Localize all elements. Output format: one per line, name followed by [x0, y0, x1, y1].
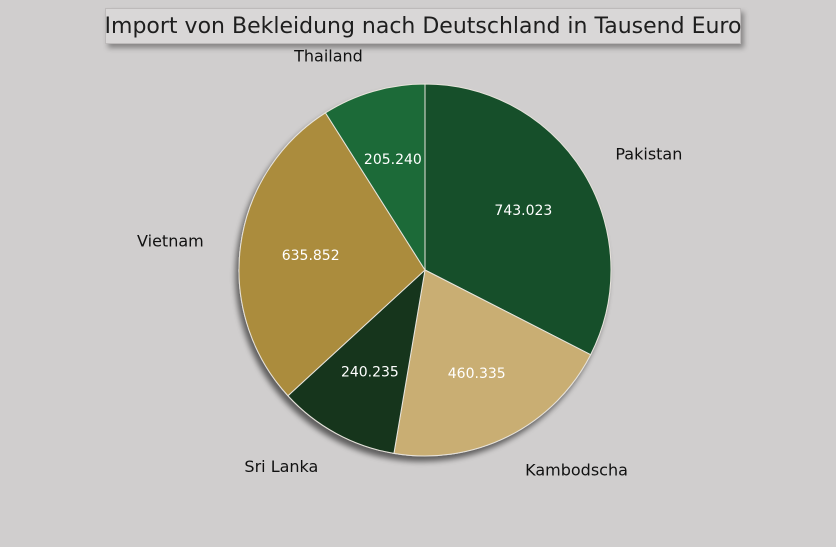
data-label-thailand: 205.240: [364, 152, 422, 168]
category-label-pakistan: Pakistan: [615, 145, 682, 164]
pie-slice-sri-lanka: [287, 268, 426, 454]
pie-slice-pakistan: [424, 83, 612, 356]
pie-slice-kambodscha: [393, 269, 592, 457]
pie-slice-vietnam: [238, 112, 426, 397]
data-label-sri-lanka: 240.235: [341, 364, 399, 380]
chart-title: Import von Bekleidung nach Deutschland i…: [104, 13, 742, 39]
category-label-sri-lanka: Sri Lanka: [244, 457, 318, 476]
category-label-kambodscha: Kambodscha: [525, 460, 628, 479]
pie-slice-thailand: [324, 83, 426, 272]
data-label-pakistan: 743.023: [494, 203, 552, 219]
chart-title-box: Import von Bekleidung nach Deutschland i…: [105, 8, 741, 44]
data-label-kambodscha: 460.335: [448, 366, 506, 382]
category-label-thailand: Thailand: [293, 47, 363, 66]
category-label-vietnam: Vietnam: [137, 232, 204, 251]
data-label-vietnam: 635.852: [282, 248, 340, 264]
